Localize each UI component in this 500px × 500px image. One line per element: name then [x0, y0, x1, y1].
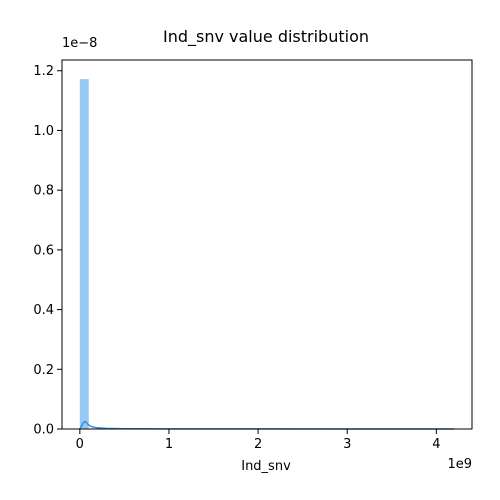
x-tick-label: 4: [432, 437, 440, 452]
x-tick-label: 1: [165, 437, 173, 452]
plot-area: [61, 59, 473, 430]
histogram-bar: [79, 79, 89, 429]
chart-title: Ind_snv value distribution: [163, 27, 369, 47]
x-axis-ticks: 0 1 2 3 4: [76, 429, 440, 452]
y-axis-ticks: 0.0 0.2 0.4 0.6 0.8 1.0 1.2: [33, 64, 62, 438]
y-tick-label: 1.2: [33, 64, 54, 79]
x-offset-label: 1e9: [447, 457, 472, 472]
y-tick-label: 1.0: [33, 124, 54, 139]
x-tick-label: 0: [76, 437, 84, 452]
x-axis-label: Ind_snv: [241, 459, 291, 474]
y-tick-label: 0.0: [33, 423, 54, 438]
bars-group: [79, 79, 89, 429]
y-offset-label: 1e−8: [62, 36, 97, 51]
kde-line: [79, 420, 455, 430]
y-tick-label: 0.2: [33, 363, 54, 378]
plot-frame: [61, 59, 473, 430]
y-tick-label: 0.8: [33, 184, 54, 199]
x-tick-label: 2: [254, 437, 262, 452]
y-tick-label: 0.4: [33, 303, 54, 318]
y-tick-label: 0.6: [33, 243, 54, 258]
x-tick-label: 3: [343, 437, 351, 452]
